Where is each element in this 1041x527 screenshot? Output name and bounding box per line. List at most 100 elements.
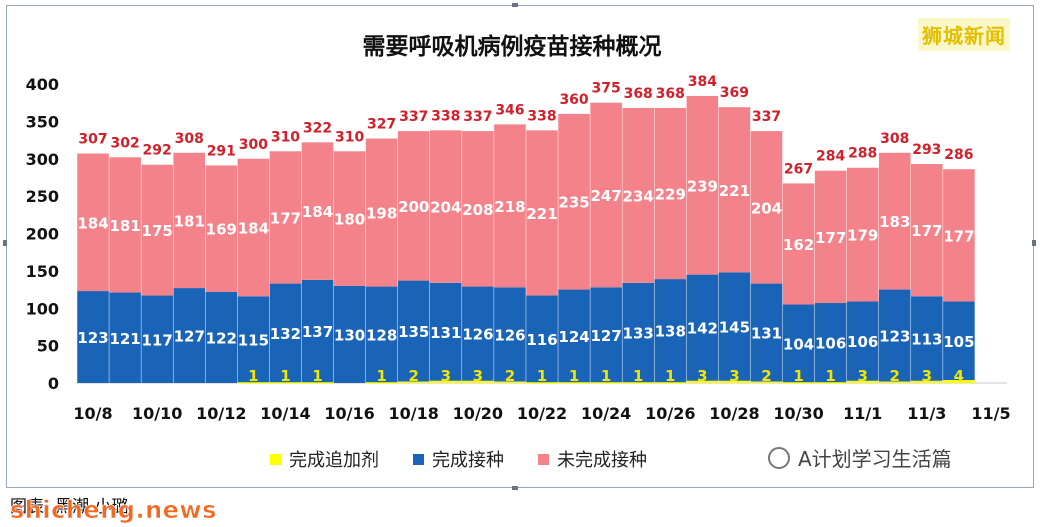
x-tick-label: 10/22 <box>517 404 567 423</box>
bar-completed <box>911 296 943 381</box>
bar-completed <box>878 289 911 382</box>
x-tick-label: 11/5 <box>971 404 1010 423</box>
y-tick-label: 350 <box>26 112 59 131</box>
bar-incomplete <box>718 107 751 273</box>
label-total: 327 <box>367 117 396 133</box>
watermark: A计划学习生活篇 <box>768 443 952 472</box>
bar-incomplete <box>814 170 847 304</box>
x-tick-label: 10/8 <box>73 404 112 423</box>
label-incomplete: 180 <box>334 211 365 229</box>
x-tick-label: 11/3 <box>907 404 946 423</box>
label-total: 302 <box>110 135 139 151</box>
label-incomplete: 198 <box>366 205 397 223</box>
label-completed: 130 <box>334 326 365 344</box>
label-total: 369 <box>720 85 749 101</box>
bar-incomplete <box>590 102 622 288</box>
label-total: 300 <box>239 137 268 153</box>
label-incomplete: 162 <box>783 236 814 254</box>
label-booster: 2 <box>505 367 515 385</box>
legend-item-incomplete: 未完成接种 <box>538 446 647 472</box>
label-booster: 1 <box>376 367 386 385</box>
resize-handle-right[interactable] <box>1032 240 1036 246</box>
bar-booster <box>943 380 975 383</box>
label-incomplete: 177 <box>270 209 301 227</box>
label-booster: 1 <box>825 367 835 385</box>
label-booster: 1 <box>665 367 675 385</box>
bar-booster <box>878 381 911 384</box>
bar-completed <box>686 274 719 381</box>
bar-completed <box>782 304 815 383</box>
label-booster: 3 <box>697 367 707 385</box>
chart-credit: 图表: 黑潮·小璐 <box>10 497 129 517</box>
bar-incomplete <box>622 107 655 283</box>
label-incomplete: 181 <box>109 217 140 235</box>
label-completed: 106 <box>815 335 846 353</box>
label-incomplete: 184 <box>302 203 333 221</box>
resize-handle-bottom[interactable] <box>512 486 518 490</box>
bar-incomplete <box>462 131 494 287</box>
bar-incomplete <box>558 113 590 290</box>
bar-completed <box>77 291 109 383</box>
x-tick-label: 10/14 <box>260 404 310 423</box>
bar-completed <box>814 303 847 383</box>
bar-completed <box>141 295 173 383</box>
label-total: 360 <box>559 92 588 108</box>
bar-completed <box>590 287 622 383</box>
label-incomplete: 218 <box>494 198 525 216</box>
y-tick-label: 300 <box>26 150 59 169</box>
resize-handle-left[interactable] <box>3 240 7 246</box>
label-incomplete: 177 <box>943 227 974 245</box>
bar-booster <box>301 382 334 384</box>
brand-logo-bottom: shicheng.news <box>10 496 217 525</box>
x-tick-label: 11/1 <box>843 404 882 423</box>
label-completed: 121 <box>109 330 140 348</box>
bar-incomplete <box>526 130 558 296</box>
label-total: 337 <box>463 109 492 125</box>
bars <box>77 95 975 384</box>
resize-handle-top[interactable] <box>512 3 518 7</box>
bar-booster <box>397 381 430 384</box>
chart: 需要呼吸机病例疫苗接种概况 0 50 100 150 200 250 300 350 400 1… <box>26 33 1011 423</box>
bar-booster <box>558 382 590 384</box>
label-booster: 1 <box>537 367 547 385</box>
label-completed: 117 <box>142 331 173 349</box>
bar-incomplete <box>494 124 526 288</box>
bar-booster <box>846 380 879 383</box>
label-total: 322 <box>303 120 332 136</box>
y-tick-label: 150 <box>26 262 59 281</box>
bar-completed <box>622 282 655 383</box>
bar-incomplete <box>141 164 173 296</box>
label-incomplete: 177 <box>911 222 942 240</box>
label-incomplete: 200 <box>398 198 429 216</box>
legend-item-completed: 完成接种 <box>413 446 504 472</box>
label-total: 307 <box>78 132 107 148</box>
bar-incomplete <box>365 138 398 287</box>
label-incomplete: 221 <box>526 205 557 223</box>
bar-booster <box>590 382 622 384</box>
bar-incomplete <box>846 167 879 302</box>
label-booster: 2 <box>409 367 419 385</box>
bar-completed <box>109 292 141 383</box>
bar-incomplete <box>782 183 815 305</box>
bar-completed <box>333 285 366 383</box>
bar-completed <box>654 279 687 383</box>
legend: 完成追加剂 完成接种 未完成接种 <box>270 446 647 472</box>
bar-incomplete <box>943 169 975 302</box>
label-incomplete: 208 <box>462 201 493 219</box>
label-booster: 2 <box>890 367 900 385</box>
x-tick-label: 10/20 <box>453 404 503 423</box>
label-booster: 1 <box>248 367 258 385</box>
bar-completed <box>365 286 398 383</box>
label-incomplete: 247 <box>590 187 621 205</box>
label-completed: 127 <box>590 327 621 345</box>
label-completed: 123 <box>879 328 910 346</box>
label-completed: 115 <box>238 331 269 349</box>
bar-completed <box>397 280 430 382</box>
x-tick-label: 10/12 <box>196 404 246 423</box>
label-completed: 127 <box>174 328 205 346</box>
legend-item-booster: 完成追加剂 <box>270 446 379 472</box>
label-total: 293 <box>912 142 941 158</box>
bar-completed <box>173 288 206 383</box>
label-total: 308 <box>175 131 204 147</box>
bar-booster <box>750 381 783 384</box>
